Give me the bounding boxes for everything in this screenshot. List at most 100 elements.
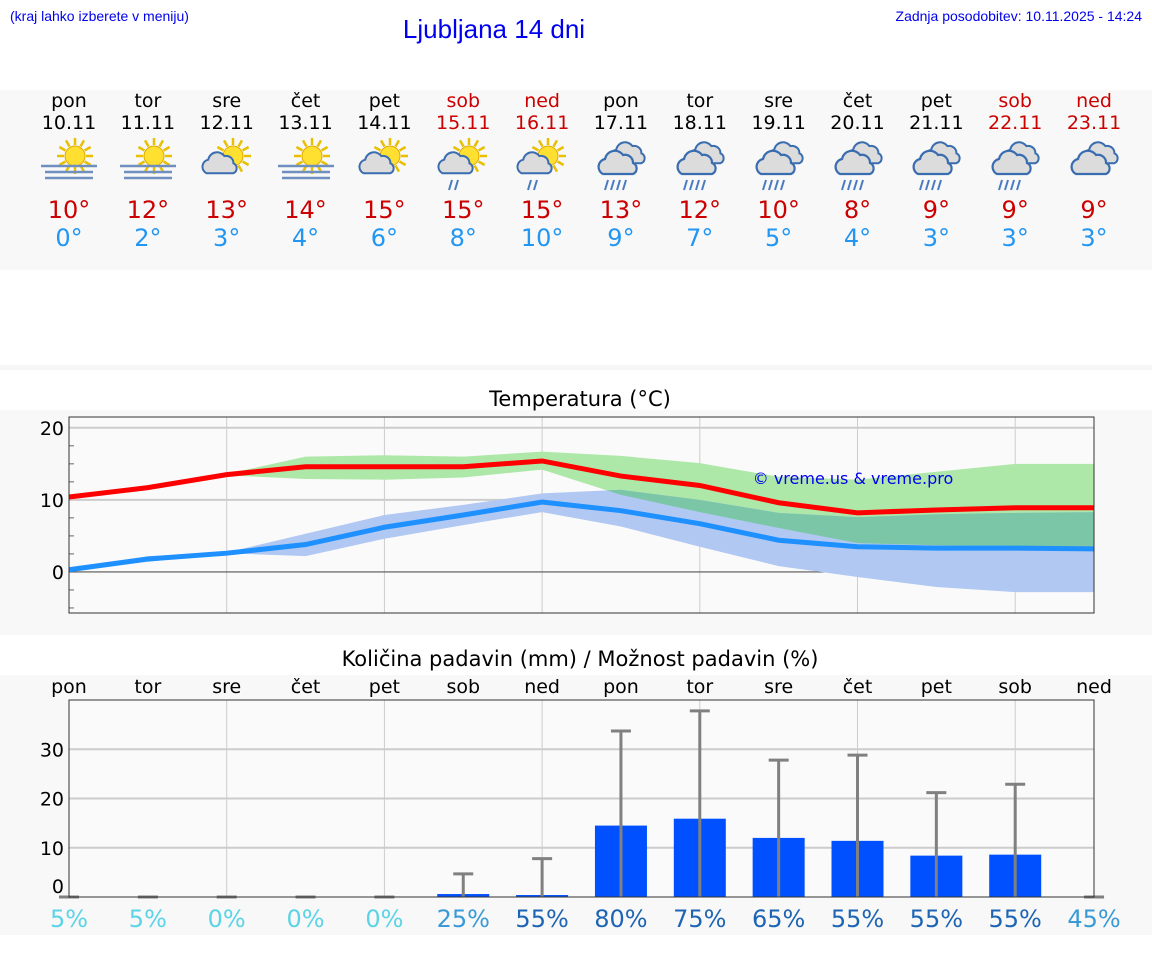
day-label: pet: [921, 676, 952, 698]
region-menu-hint[interactable]: (kraj lahko izberete v meniju): [10, 8, 189, 24]
forecast-day: pet 14.11 15° 6°: [344, 90, 424, 252]
sun: [57, 138, 93, 174]
precip-probability: 0%: [287, 905, 325, 933]
temperature-chart-title: Temperatura (°C): [489, 387, 671, 411]
day-date: 19.11: [751, 112, 806, 134]
day-label: pon: [603, 676, 639, 698]
forecast-day: sob 15.11 15° 8°: [423, 90, 503, 252]
day-label: sre: [764, 676, 793, 698]
y-tick-label: 0: [52, 562, 64, 584]
sun-cloud-icon: [358, 138, 409, 175]
min-temp: 8°: [449, 224, 477, 252]
day-date: 17.11: [593, 112, 649, 134]
sun-fog-icon: [277, 138, 334, 180]
precip-probability: 55%: [989, 905, 1042, 933]
divider: [0, 365, 1152, 370]
day-label: pon: [51, 676, 87, 698]
max-temp: 9°: [1001, 196, 1029, 224]
min-temp: 0°: [55, 224, 83, 252]
sun-cloud-rain-icon: [437, 138, 488, 191]
min-temp: 3°: [213, 224, 241, 252]
min-temp: 4°: [291, 224, 320, 252]
min-temp: 4°: [843, 224, 872, 252]
day-label: ned: [1076, 676, 1112, 698]
day-date: 16.11: [514, 112, 570, 134]
sun-cloud-rain-icon: [516, 138, 567, 191]
max-temp: 9°: [922, 196, 950, 224]
precip-probability: 55%: [910, 905, 963, 933]
max-temp: 13°: [599, 196, 643, 224]
sun: [135, 138, 172, 174]
precip-probability: 45%: [1067, 905, 1120, 933]
page-title: Ljubljana 14 dni: [402, 14, 586, 44]
day-name: tor: [686, 90, 714, 112]
watermark: © vreme.us & vreme.pro: [753, 469, 954, 488]
y-tick-label: 0: [52, 876, 64, 898]
day-label: čet: [291, 676, 321, 698]
day-label: tor: [134, 676, 161, 698]
day-name: ned: [524, 90, 560, 112]
min-temp: 6°: [370, 224, 399, 252]
min-temp-band: [69, 489, 1095, 593]
day-date: 11.11: [120, 112, 176, 134]
sun-fog-icon: [41, 138, 97, 180]
forecast-day: tor 18.11 12° 7°: [660, 90, 740, 252]
max-temp-line: [68, 458, 1095, 516]
day-label: sob: [446, 676, 480, 698]
day-date: 15.11: [436, 112, 491, 134]
day-label: ned: [524, 676, 560, 698]
plot-frame: [68, 699, 1095, 898]
day-label: čet: [843, 676, 873, 698]
day-date: 22.11: [987, 112, 1043, 134]
forecast-day: ned 23.11 9° 3°: [1054, 90, 1134, 252]
y-tick-label: 20: [40, 418, 64, 440]
day-name: ned: [1076, 90, 1112, 112]
min-temp: 10°: [520, 224, 564, 252]
day-name: čet: [842, 90, 873, 112]
day-label: pet: [369, 676, 400, 698]
precip-probability: 55%: [515, 905, 568, 933]
min-temp: 7°: [686, 224, 714, 252]
max-temp: 10°: [47, 196, 91, 224]
max-temp: 15°: [441, 196, 485, 224]
day-date: 12.11: [199, 112, 254, 134]
max-temp: 12°: [126, 196, 170, 224]
precip-probability: 0%: [208, 905, 246, 933]
day-label: tor: [686, 676, 713, 698]
day-name: tor: [134, 90, 162, 112]
day-name: sob: [446, 90, 481, 112]
plot-frame: [68, 416, 1095, 614]
min-temp: 3°: [1001, 224, 1029, 252]
min-temp: 2°: [134, 224, 162, 252]
cloud-rain-icon: [676, 141, 725, 191]
forecast-day: pet 21.11 9° 3°: [896, 90, 976, 252]
sun-fog-icon: [119, 138, 176, 180]
day-date: 23.11: [1066, 112, 1122, 134]
min-temp: 3°: [1080, 224, 1108, 252]
forecast-day: sob 22.11 9° 3°: [975, 90, 1055, 252]
y-tick-label: 10: [40, 490, 64, 512]
max-temp: 13°: [205, 196, 248, 224]
day-name: pon: [51, 90, 87, 112]
cloud-rain-icon: [833, 141, 883, 191]
day-label: sre: [212, 676, 241, 698]
day-name: pet: [920, 90, 952, 112]
day-name: pon: [603, 90, 639, 112]
precip-probability: 65%: [752, 905, 805, 933]
precip-probability: 75%: [673, 905, 726, 933]
forecast-day: pon 10.11 10° 0°: [29, 90, 109, 252]
min-temp: 9°: [607, 224, 635, 252]
max-temp: 15°: [520, 196, 564, 224]
sun: [293, 138, 330, 174]
precip-probability: 0%: [365, 905, 403, 933]
cloud-icon: [1070, 141, 1119, 176]
day-date: 10.11: [41, 112, 97, 134]
precip-probability: 5%: [50, 905, 88, 933]
max-temp: 8°: [843, 196, 872, 224]
day-label: sob: [998, 676, 1032, 698]
day-name: čet: [290, 90, 321, 112]
day-date: 20.11: [830, 112, 885, 134]
daily-forecast-strip: pon 10.11 10° 0° tor 11.11 12° 2° sre 12.1…: [0, 90, 1152, 270]
max-temp: 12°: [678, 196, 722, 224]
max-temp: 14°: [284, 196, 327, 224]
